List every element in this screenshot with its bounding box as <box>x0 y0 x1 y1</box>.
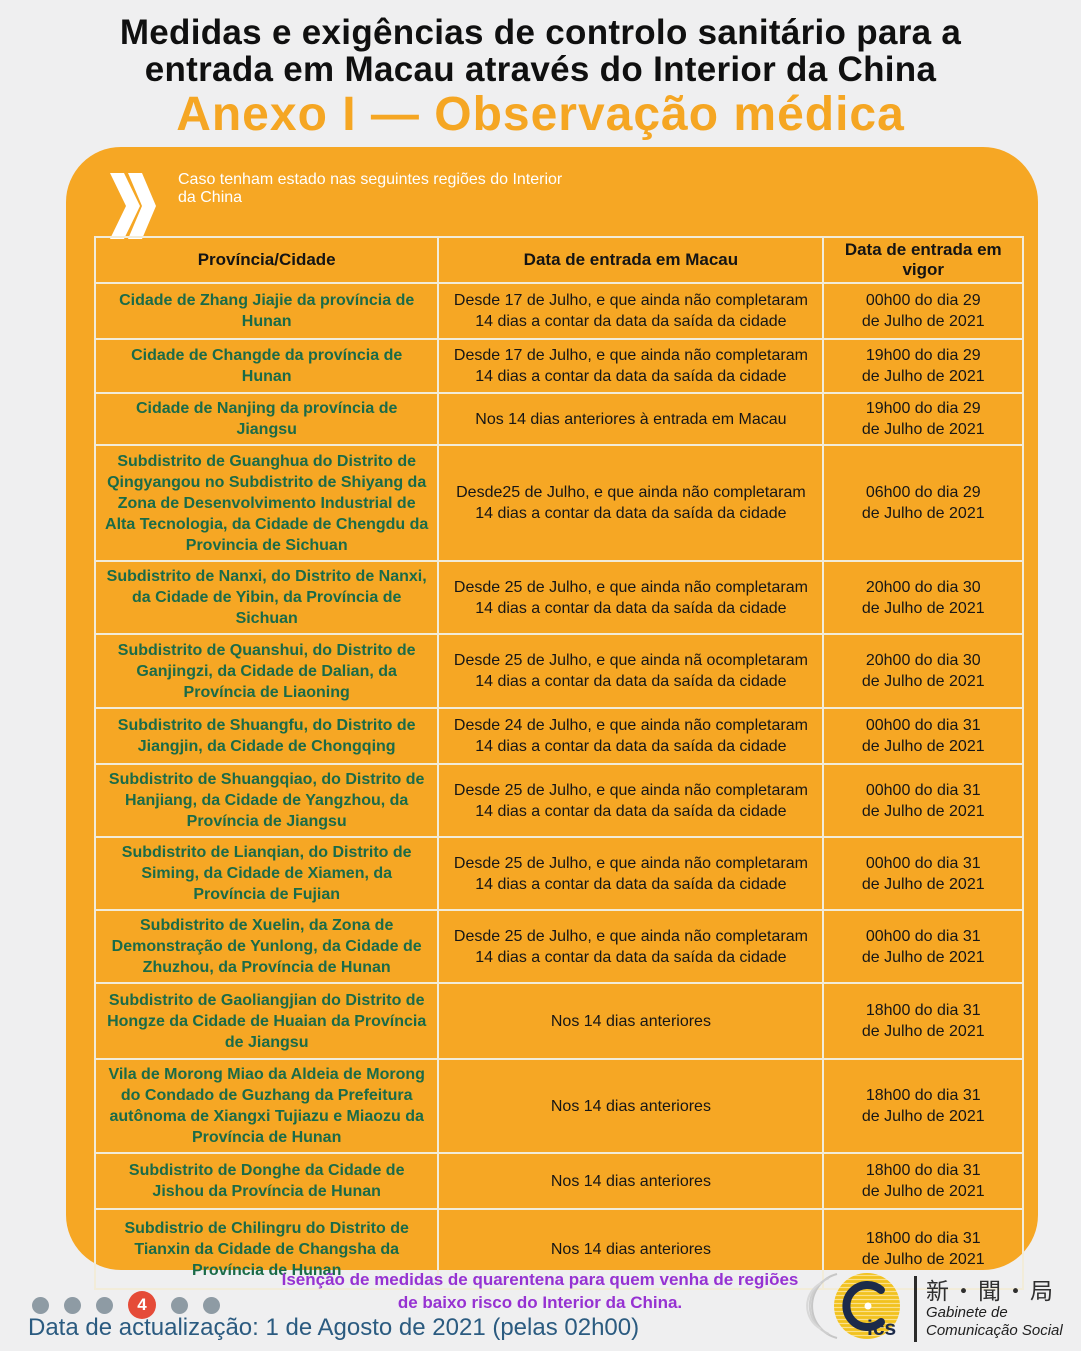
update-date: Data de actualização: 1 de Agosto de 202… <box>28 1314 640 1341</box>
entry-date-cell: Nos 14 dias anteriores <box>437 1058 825 1154</box>
effective-date-cell: 20h00 do dia 30 de Julho de 2021 <box>822 633 1024 709</box>
annex-subtitle: Anexo I — Observação médica <box>176 88 905 141</box>
header: Medidas e exigências de controlo sanitár… <box>0 0 1081 140</box>
effective-date-cell: 00h00 do dia 31 de Julho de 2021 <box>822 707 1024 765</box>
gcs-logo-chinese-name: 新‧聞‧局 <box>926 1277 1056 1304</box>
table-row: Cidade de Zhang Jiajie da província de H… <box>93 282 1024 340</box>
page-dot <box>32 1296 49 1314</box>
table-row: Subdistrito de Gaoliangjian do Distrito … <box>93 982 1024 1060</box>
column-header-effective-date: Data de entrada em vigor <box>822 236 1024 284</box>
effective-date-cell: 06h00 do dia 29 de Julho de 2021 <box>822 444 1024 562</box>
exemption-note: Isenção de medidas de quarentena para qu… <box>230 1268 850 1314</box>
panel-header: Caso tenham estado nas seguintes regiões… <box>66 147 1038 244</box>
region-cell: Subdistrito de Guanghua do Distrito de Q… <box>93 444 440 562</box>
region-cell: Cidade de Changde da província de Hunan <box>93 338 440 394</box>
entry-date-cell: Desde 17 de Julho, e que ainda não compl… <box>437 282 825 340</box>
table-header-row: Província/Cidade Data de entrada em Maca… <box>93 236 1024 284</box>
region-cell: Cidade de Nanjing da província de Jiangs… <box>93 392 440 446</box>
effective-date-cell: 19h00 do dia 29 de Julho de 2021 <box>822 392 1024 446</box>
region-cell: Cidade de Zhang Jiajie da província de H… <box>93 282 440 340</box>
table-row: Subdistrito de Guanghua do Distrito de Q… <box>93 444 1024 562</box>
table-row: Subdistrito de Lianqian, do Distrito de … <box>93 836 1024 911</box>
gcs-logo-mark-text: ics <box>867 1317 896 1340</box>
panel-heading-line2: da China <box>178 189 243 206</box>
region-cell: Vila de Morong Miao da Aldeia de Morong … <box>93 1058 440 1154</box>
entry-date-cell: Desde 17 de Julho, e que ainda não compl… <box>437 338 825 394</box>
medical-observation-panel: Caso tenham estado nas seguintes regiões… <box>66 147 1038 1290</box>
table-row: Vila de Morong Miao da Aldeia de Morong … <box>93 1058 1024 1154</box>
regions-table-wrapper: Província/Cidade Data de entrada em Maca… <box>93 236 1024 1290</box>
entry-date-cell: Nos 14 dias anteriores <box>437 982 825 1060</box>
entry-date-cell: Desde 25 de Julho, e que ainda não compl… <box>437 560 825 635</box>
table-row: Subdistrito de Xuelin, da Zona de Demons… <box>93 909 1024 984</box>
entry-date-cell: Nos 14 dias anteriores <box>437 1152 825 1210</box>
table-row: Subdistrito de Shuangqiao, do Distrito d… <box>93 763 1024 838</box>
region-cell: Subdistrito de Xuelin, da Zona de Demons… <box>93 909 440 984</box>
logo-divider <box>914 1275 917 1342</box>
gcs-logo-mark-icon: ics <box>793 1266 905 1351</box>
pagination-dots: 4 <box>32 1291 220 1319</box>
table-row: Cidade de Nanjing da província de Jiangs… <box>93 392 1024 446</box>
effective-date-cell: 18h00 do dia 31 de Julho de 2021 <box>822 1152 1024 1210</box>
entry-date-cell: Desde 25 de Julho, e que ainda não compl… <box>437 763 825 838</box>
page-title-line2: entrada em Macau através do Interior da … <box>144 50 937 89</box>
region-cell: Subdistrio de Chilingru do Distrito de T… <box>93 1208 440 1290</box>
column-header-entry-date: Data de entrada em Macau <box>437 236 825 284</box>
gcs-logo-org-line2: Comunicação Social <box>926 1321 1063 1339</box>
effective-date-cell: 00h00 do dia 31 de Julho de 2021 <box>822 909 1024 984</box>
region-cell: Subdistrito de Shuangfu, do Distrito de … <box>93 707 440 765</box>
region-cell: Subdistrito de Quanshui, do Distrito de … <box>93 633 440 709</box>
entry-date-cell: Nos 14 dias anteriores à entrada em Maca… <box>437 392 825 446</box>
entry-date-cell: Desde 25 de Julho, e que ainda não compl… <box>437 909 825 984</box>
exemption-note-line1: Isenção de medidas de quarentena para qu… <box>281 1270 799 1289</box>
effective-date-cell: 00h00 do dia 31 de Julho de 2021 <box>822 763 1024 838</box>
entry-date-cell: Nos 14 dias anteriores <box>437 1208 825 1290</box>
region-cell: Subdistrito de Lianqian, do Distrito de … <box>93 836 440 911</box>
region-cell: Subdistrito de Donghe da Cidade de Jisho… <box>93 1152 440 1210</box>
table-row: Subdistrito de Quanshui, do Distrito de … <box>93 633 1024 709</box>
table-row: Subdistrito de Nanxi, do Distrito de Nan… <box>93 560 1024 635</box>
page-dot <box>96 1296 113 1314</box>
entry-date-cell: Desde 25 de Julho, e que ainda não compl… <box>437 836 825 911</box>
double-chevron-right-icon <box>106 173 158 244</box>
regions-table: Província/Cidade Data de entrada em Maca… <box>93 236 1024 1290</box>
region-cell: Subdistrito de Shuangqiao, do Distrito d… <box>93 763 440 838</box>
effective-date-cell: 18h00 do dia 31 de Julho de 2021 <box>822 982 1024 1060</box>
entry-date-cell: Desde 25 de Julho, e que ainda nã ocompl… <box>437 633 825 709</box>
column-header-province: Província/Cidade <box>93 236 440 284</box>
table-row: Cidade de Changde da província de Hunan … <box>93 338 1024 394</box>
table-row: Subdistrito de Shuangfu, do Distrito de … <box>93 707 1024 765</box>
entry-date-cell: Desde 24 de Julho, e que ainda não compl… <box>437 707 825 765</box>
effective-date-cell: 18h00 do dia 31 de Julho de 2021 <box>822 1058 1024 1154</box>
page-title-line1: Medidas e exigências de controlo sanitár… <box>119 13 962 52</box>
region-cell: Subdistrito de Gaoliangjian do Distrito … <box>93 982 440 1060</box>
gcs-logo-org-line1: Gabinete de <box>926 1303 1008 1321</box>
entry-date-cell: Desde25 de Julho, e que ainda não comple… <box>437 444 825 562</box>
page-dot <box>64 1296 81 1314</box>
effective-date-cell: 00h00 do dia 29 de Julho de 2021 <box>822 282 1024 340</box>
effective-date-cell: 20h00 do dia 30 de Julho de 2021 <box>822 560 1024 635</box>
effective-date-cell: 19h00 do dia 29 de Julho de 2021 <box>822 338 1024 394</box>
gcs-logo: ics 新‧聞‧局 Gabinete de Comunicação Social <box>793 1266 1063 1351</box>
page-dot <box>203 1296 220 1314</box>
region-cell: Subdistrito de Nanxi, do Distrito de Nan… <box>93 560 440 635</box>
current-page-badge: 4 <box>128 1291 156 1319</box>
exemption-note-line2: de baixo risco do Interior da China. <box>397 1293 683 1312</box>
panel-heading: Caso tenham estado nas seguintes regiões… <box>178 171 562 207</box>
page-dot <box>171 1296 188 1314</box>
effective-date-cell: 00h00 do dia 31 de Julho de 2021 <box>822 836 1024 911</box>
panel-heading-line1: Caso tenham estado nas seguintes regiões… <box>178 171 563 188</box>
gcs-logo-text: 新‧聞‧局 Gabinete de Comunicação Social <box>926 1278 1063 1340</box>
table-row: Subdistrito de Donghe da Cidade de Jisho… <box>93 1152 1024 1210</box>
